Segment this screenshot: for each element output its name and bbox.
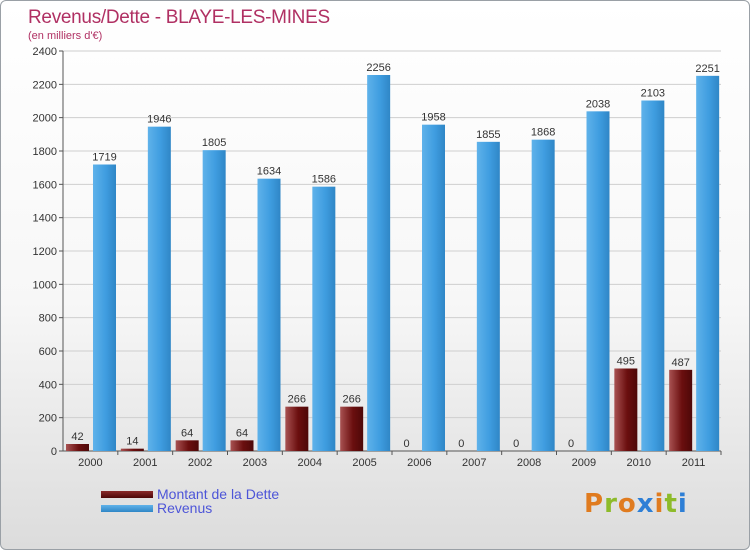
- y-tick-label: 2000: [33, 113, 57, 125]
- legend-label-dette: Montant de la Dette: [157, 486, 280, 502]
- x-tick-label: 2003: [243, 457, 267, 469]
- bar-dette: [66, 444, 89, 451]
- y-tick-label: 1000: [33, 279, 57, 291]
- legend-swatch-dette: [101, 491, 153, 498]
- bar-dette: [614, 368, 638, 451]
- bar-revenus: [531, 139, 555, 451]
- data-label-dette: 266: [288, 394, 306, 406]
- data-label-revenus: 2256: [366, 62, 390, 74]
- logo-letter: P: [584, 489, 605, 519]
- y-tick-label: 2400: [33, 46, 57, 58]
- x-tick-label: 2009: [572, 457, 596, 469]
- data-label-revenus: 1805: [202, 137, 226, 149]
- data-label-dette: 42: [71, 431, 83, 443]
- logo-letter: x: [636, 489, 655, 519]
- logo-letter: i: [677, 489, 688, 519]
- x-tick-label: 2007: [462, 457, 486, 469]
- y-tick-label: 0: [51, 446, 57, 458]
- data-label-dette: 487: [671, 357, 689, 369]
- legend-swatch-revenus: [101, 505, 153, 512]
- bar-revenus: [257, 178, 281, 451]
- data-label-dette: 14: [126, 436, 138, 448]
- bar-dette: [340, 406, 364, 451]
- x-tick-label: 2002: [188, 457, 212, 469]
- bar-dette: [175, 440, 199, 451]
- x-tick-label: 2006: [407, 457, 431, 469]
- bar-revenus: [476, 141, 500, 452]
- data-label-revenus: 1946: [147, 114, 171, 126]
- data-label-dette: 64: [236, 427, 248, 439]
- x-tick-label: 2005: [352, 457, 376, 469]
- bar-revenus: [147, 126, 171, 452]
- y-tick-label: 2200: [33, 79, 57, 91]
- proxiti-logo: Proxiti: [584, 489, 688, 519]
- y-tick-label: 1400: [33, 213, 57, 225]
- bar-revenus: [312, 186, 336, 451]
- x-tick-label: 2004: [298, 457, 322, 469]
- logo-letter: o: [617, 489, 637, 519]
- y-tick-label: 200: [39, 413, 57, 425]
- x-tick-label: 2008: [517, 457, 541, 469]
- logo-letter: i: [654, 489, 665, 519]
- bar-dette: [120, 448, 144, 451]
- data-label-revenus: 1855: [476, 129, 500, 141]
- logo-letter: t: [664, 489, 678, 519]
- x-tick-label: 2000: [78, 457, 102, 469]
- x-tick-label: 2011: [682, 457, 706, 469]
- data-label-dette: 0: [513, 438, 519, 450]
- y-tick-label: 600: [39, 346, 57, 358]
- data-label-dette: 0: [458, 438, 464, 450]
- data-label-dette: 64: [181, 427, 193, 439]
- data-label-revenus: 1868: [531, 127, 555, 139]
- data-label-revenus: 2251: [695, 63, 719, 75]
- bar-dette: [669, 369, 693, 451]
- bar-dette: [230, 440, 254, 451]
- y-tick-label: 400: [39, 379, 57, 391]
- logo-letter: r: [604, 489, 618, 519]
- bar-revenus: [586, 111, 610, 451]
- y-tick-label: 1200: [33, 246, 57, 258]
- bar-revenus: [696, 75, 720, 451]
- x-tick-label: 2001: [133, 457, 157, 469]
- legend-label-revenus: Revenus: [157, 500, 213, 516]
- data-label-dette: 0: [403, 438, 409, 450]
- bar-revenus: [367, 75, 391, 451]
- y-tick-label: 1800: [33, 146, 57, 158]
- data-label-dette: 0: [568, 438, 574, 450]
- data-label-dette: 495: [617, 356, 635, 368]
- chart-subtitle: (en milliers d'€): [28, 30, 103, 42]
- data-label-revenus: 1634: [257, 166, 281, 178]
- y-tick-label: 800: [39, 313, 57, 325]
- data-label-dette: 266: [342, 394, 360, 406]
- bar-revenus: [93, 164, 116, 451]
- data-label-revenus: 2038: [586, 98, 610, 110]
- data-label-revenus: 1958: [421, 112, 445, 124]
- data-label-revenus: 2103: [641, 88, 665, 100]
- bar-revenus: [422, 124, 445, 452]
- data-label-revenus: 1586: [312, 174, 336, 186]
- bar-dette: [285, 406, 309, 451]
- chart-title: Revenus/Dette - BLAYE-LES-MINES: [28, 7, 330, 28]
- bar-revenus: [641, 100, 665, 451]
- x-tick-label: 2010: [627, 457, 651, 469]
- data-label-revenus: 1719: [92, 152, 116, 164]
- bar-revenus: [202, 150, 226, 451]
- y-tick-label: 1600: [33, 179, 57, 191]
